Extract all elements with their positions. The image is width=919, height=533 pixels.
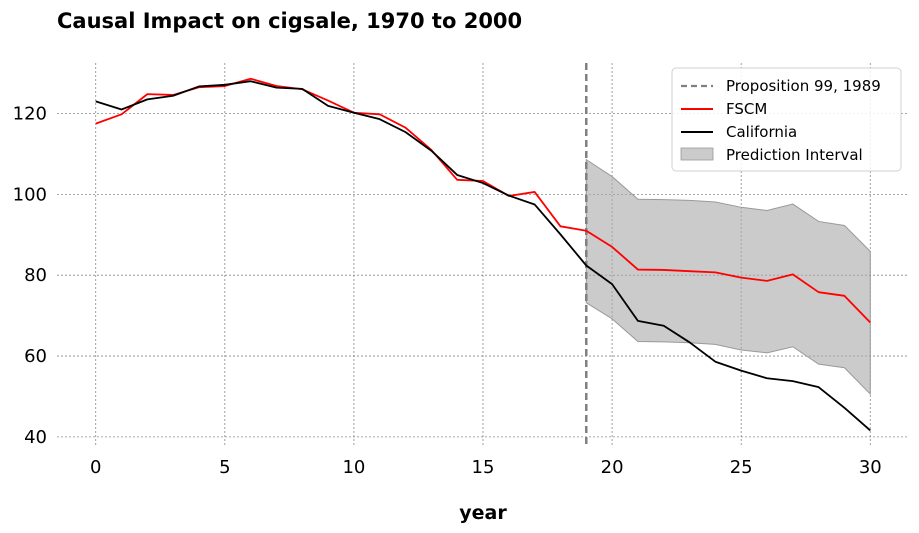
series-line-fscm xyxy=(95,77,871,324)
y-tick-labels: 40 60 80 100 120 xyxy=(13,104,47,448)
y-tick-label: 120 xyxy=(13,104,47,125)
legend-box xyxy=(671,67,902,172)
y-tick-label: 100 xyxy=(13,184,47,205)
x-tick-label: 0 xyxy=(90,457,101,478)
legend-label-interval: Prediction Interval xyxy=(726,146,863,164)
legend-label-fscm: FSCM xyxy=(726,100,767,118)
x-tick-label: 25 xyxy=(730,457,753,478)
legend-label-california: California xyxy=(726,123,797,141)
series-lines xyxy=(95,77,871,432)
y-tick-label: 40 xyxy=(24,427,47,448)
legend: Proposition 99, 1989 FSCM California Pre… xyxy=(671,67,902,172)
series-line-california xyxy=(95,80,871,432)
x-tick-label: 20 xyxy=(601,457,624,478)
legend-label-intervention: Proposition 99, 1989 xyxy=(726,77,881,95)
legend-swatch-interval xyxy=(680,147,714,161)
x-axis-label: year xyxy=(459,502,507,524)
y-tick-label: 60 xyxy=(24,346,47,367)
x-tick-label: 30 xyxy=(859,457,882,478)
x-tick-labels: 0 5 10 15 20 25 30 xyxy=(90,457,882,478)
chart-title: Causal Impact on cigsale, 1970 to 2000 xyxy=(57,9,522,33)
x-tick-label: 5 xyxy=(219,457,230,478)
prediction-interval-area xyxy=(585,158,871,396)
y-tick-label: 80 xyxy=(24,265,47,286)
x-tick-label: 10 xyxy=(342,457,365,478)
prediction-interval-band xyxy=(585,158,871,396)
x-tick-label: 15 xyxy=(472,457,495,478)
